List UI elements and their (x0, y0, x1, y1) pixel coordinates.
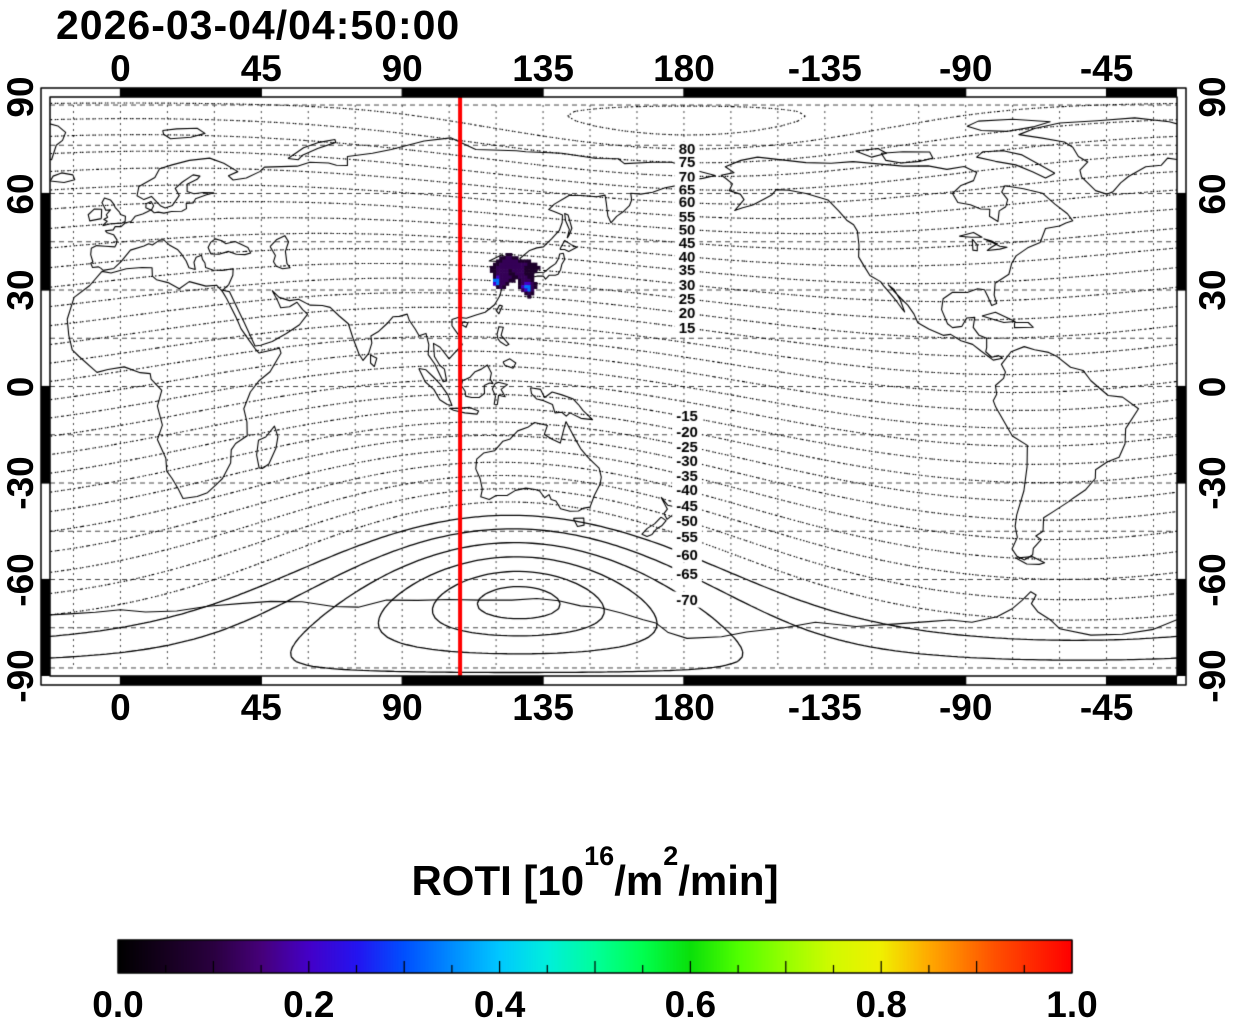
lat-label-right-60: 60 (1192, 172, 1233, 215)
lat-label-left-60: 60 (0, 172, 41, 215)
lat-label-right--60: -60 (1192, 552, 1233, 607)
lon-label-bottom-90: 90 (381, 687, 423, 728)
colorbar-tick-label-0.2: 0.2 (283, 984, 335, 1024)
lon-label-bottom-135: 135 (512, 687, 574, 728)
lat-label-left-90: 90 (0, 76, 41, 118)
lat-label-left--30: -30 (0, 456, 41, 510)
colorbar-title-mid: /m (614, 857, 664, 904)
lat-label-right-30: 30 (1192, 269, 1233, 311)
lon-label-bottom--90: -90 (938, 687, 993, 728)
page-title: 2026-03-04/04:50:00 (56, 2, 461, 48)
colorbar-title-sup1: 16 (584, 841, 615, 871)
colorbar-tick-label-0.4: 0.4 (473, 984, 526, 1024)
colorbar-tick-label-0.0: 0.0 (92, 984, 144, 1024)
lon-label-bottom-180: 180 (653, 687, 715, 728)
colorbar-title: ROTI [1016/m2/min] (0, 841, 1190, 905)
lat-label-left-0: 0 (0, 376, 41, 397)
lat-label-left--60: -60 (0, 552, 41, 607)
lat-label-right-0: 0 (1192, 376, 1233, 397)
colorbar-title-pre: ROTI [10 (411, 857, 585, 904)
lat-label-right--30: -30 (1192, 456, 1233, 510)
lat-label-left-30: 30 (0, 269, 41, 311)
colorbar-title-end: /min] (678, 857, 779, 904)
lon-label-top-90: 90 (381, 48, 423, 89)
colorbar-tick-label-0.6: 0.6 (664, 984, 717, 1024)
lon-label-bottom-0: 0 (110, 687, 131, 728)
lon-label-bottom--135: -135 (787, 687, 862, 728)
lon-label-top-0: 0 (110, 48, 131, 89)
colorbar-title-sup2: 2 (663, 841, 679, 871)
lat-label-left--90: -90 (0, 649, 41, 703)
lon-label-bottom--45: -45 (1079, 687, 1134, 728)
lon-label-top-135: 135 (512, 48, 574, 89)
lat-label-right-90: 90 (1192, 76, 1233, 118)
lat-label-right--90: -90 (1192, 649, 1233, 703)
lon-label-top--45: -45 (1079, 48, 1134, 89)
lon-label-top-180: 180 (653, 48, 715, 89)
lon-label-top--90: -90 (938, 48, 993, 89)
lon-label-top--135: -135 (787, 48, 862, 89)
colorbar-tick-label-1.0: 1.0 (1046, 984, 1098, 1024)
lon-label-top-45: 45 (240, 48, 282, 89)
colorbar-tick-label-0.8: 0.8 (855, 984, 907, 1024)
lon-label-bottom-45: 45 (240, 687, 282, 728)
